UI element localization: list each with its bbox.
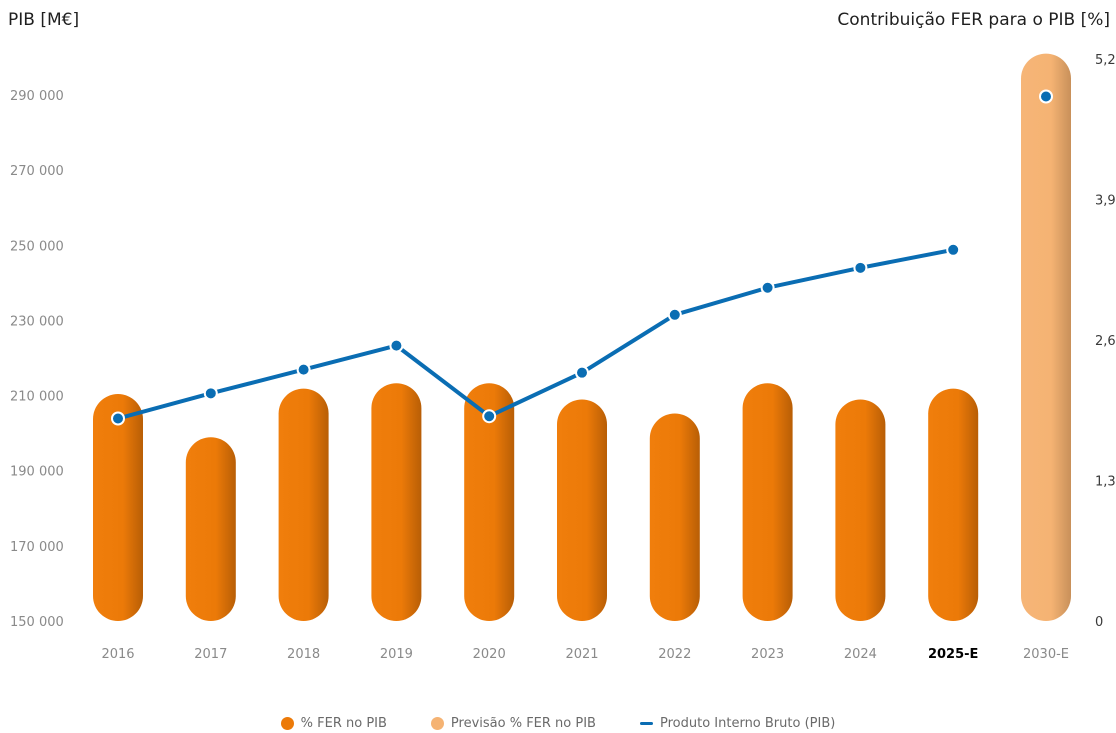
bar-fer (649, 413, 700, 621)
x-tick-label: 2022 (658, 647, 691, 662)
x-tick-label: 2017 (194, 647, 227, 662)
left-tick-label: 150 000 (10, 615, 64, 630)
legend-label-fer: % FER no PIB (300, 716, 387, 731)
bar-fer (928, 388, 979, 621)
right-axis-ticks: 0 1,3 2,6 3,9 5,2 (1095, 53, 1116, 630)
bar-fer (371, 383, 422, 621)
bar-fer (93, 394, 143, 621)
x-axis-labels: 2016 2017 2018 2019 2020 2021 2022 2023 2024 2025… (101, 647, 1069, 662)
legend-swatch-forecast (430, 717, 444, 730)
legend-item-forecast: Previsão % FER no PIB (430, 716, 596, 731)
x-tick-label: 2030-E (1023, 647, 1069, 662)
bar-fer (278, 388, 329, 621)
legend-label-forecast: Previsão % FER no PIB (450, 716, 596, 731)
pib-point (203, 386, 218, 401)
left-tick-label: 170 000 (10, 540, 64, 555)
left-axis-ticks: 150 000 170 000 190 000 210 000 230 000 250 0… (10, 89, 64, 630)
right-tick-label: 3,9 (1095, 194, 1116, 209)
bar-fer (742, 383, 793, 621)
legend: % FER no PIB Previsão % FER no PIB Produ… (0, 716, 1116, 731)
right-tick-label: 0 (1095, 615, 1103, 630)
x-tick-label: 2021 (565, 647, 598, 662)
right-tick-label: 1,3 (1095, 475, 1116, 490)
pib-point (296, 362, 311, 377)
left-axis-title: PIB [M€] (8, 10, 80, 30)
x-tick-label: 2016 (101, 647, 134, 662)
x-tick-label: 2023 (751, 647, 784, 662)
pib-point (946, 242, 961, 257)
x-tick-label: 2018 (287, 647, 320, 662)
pib-line (117, 247, 954, 421)
pib-point (111, 411, 125, 426)
right-tick-label: 5,2 (1095, 53, 1116, 68)
bar-forecast (1021, 53, 1071, 622)
right-axis-title: Contribuição FER para o PIB [%] (837, 10, 1110, 30)
left-tick-label: 250 000 (10, 239, 64, 254)
line-series (111, 89, 1053, 426)
bar-fer (557, 399, 607, 621)
left-tick-label: 210 000 (10, 390, 64, 405)
pib-point (1039, 89, 1053, 104)
legend-item-fer: % FER no PIB (280, 716, 387, 731)
left-tick-label: 230 000 (10, 314, 64, 329)
x-tick-label: 2019 (380, 647, 413, 662)
x-tick-label: 2024 (844, 647, 877, 662)
right-tick-label: 2,6 (1095, 334, 1116, 349)
legend-swatch-fer (280, 717, 294, 730)
legend-label-pib: Produto Interno Bruto (PIB) (659, 716, 836, 731)
bar-series (93, 53, 1071, 622)
pib-point (853, 260, 868, 275)
bar-fer (185, 437, 236, 621)
pib-point (667, 307, 682, 322)
bar-fer (835, 399, 886, 621)
chart-canvas: 150 000 170 000 190 000 210 000 230 000 250 0… (10, 53, 1116, 662)
pib-point (389, 338, 404, 353)
pib-point (482, 409, 497, 424)
x-tick-label: 2025-E (928, 647, 978, 662)
pib-point (760, 280, 775, 295)
bar-fer (464, 383, 515, 621)
legend-item-pib: Produto Interno Bruto (PIB) (639, 716, 836, 731)
pib-point (575, 365, 589, 380)
left-tick-label: 290 000 (10, 89, 64, 104)
left-tick-label: 270 000 (10, 164, 64, 179)
x-tick-label: 2020 (473, 647, 506, 662)
left-tick-label: 190 000 (10, 465, 64, 480)
legend-swatch-pib (639, 722, 653, 725)
